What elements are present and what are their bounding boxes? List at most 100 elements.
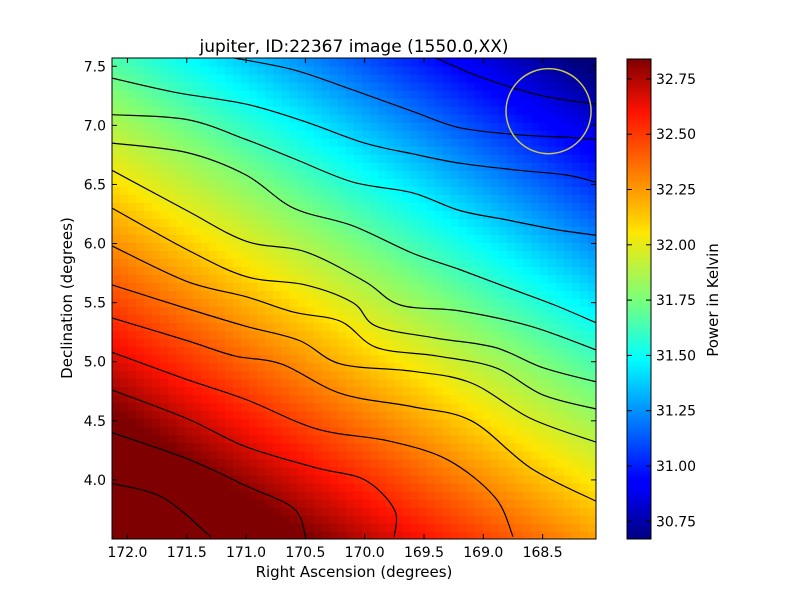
heatmap-cell <box>128 234 137 243</box>
heatmap-cell <box>555 106 565 115</box>
heatmap-cell <box>208 274 218 284</box>
heatmap-cell <box>515 90 524 99</box>
heatmap-cell <box>136 370 145 380</box>
heatmap-cell <box>216 162 226 171</box>
heatmap-cell <box>257 210 266 219</box>
heatmap-cell <box>120 450 129 460</box>
heatmap-cell <box>499 82 508 91</box>
heatmap-cell <box>241 202 250 211</box>
heatmap-cell <box>523 90 533 99</box>
heatmap-cell <box>491 498 500 508</box>
heatmap-cell <box>289 234 299 243</box>
heatmap-cell <box>160 114 170 123</box>
heatmap-cell <box>587 338 596 348</box>
heatmap-cell <box>176 258 186 268</box>
heatmap-cell <box>386 530 395 539</box>
heatmap-cell <box>273 266 282 276</box>
heatmap-cell <box>216 474 226 484</box>
heatmap-cell <box>458 418 468 428</box>
heatmap-cell <box>241 82 250 91</box>
heatmap-cell <box>466 530 476 539</box>
heatmap-cell <box>547 466 557 476</box>
heatmap-cell <box>257 482 266 492</box>
heatmap-cell <box>128 66 137 75</box>
heatmap-cell <box>402 306 412 316</box>
heatmap-cell <box>483 58 492 67</box>
heatmap-cell <box>184 506 194 516</box>
heatmap-cell <box>184 394 194 404</box>
heatmap-cell <box>265 242 274 251</box>
heatmap-cell <box>362 426 371 436</box>
heatmap-cell <box>273 418 282 428</box>
heatmap-cell <box>329 90 339 99</box>
heatmap-cell <box>176 234 186 243</box>
heatmap-cell <box>515 282 524 292</box>
heatmap-cell <box>418 282 428 292</box>
heatmap-cell <box>329 66 339 75</box>
heatmap-cell <box>499 66 508 75</box>
heatmap-cell <box>289 338 299 348</box>
heatmap-cell <box>442 90 452 99</box>
heatmap-cell <box>241 434 250 444</box>
heatmap-cell <box>297 338 307 348</box>
heatmap-cell <box>249 146 258 155</box>
heatmap-cell <box>587 82 596 91</box>
heatmap-cell <box>273 146 282 155</box>
heatmap-cell <box>337 274 347 284</box>
heatmap-cell <box>491 378 500 388</box>
heatmap-cell <box>168 194 178 203</box>
heatmap-cell <box>249 474 258 484</box>
heatmap-cell <box>354 418 363 428</box>
heatmap-cell <box>531 218 541 227</box>
heatmap-cell <box>394 314 403 324</box>
heatmap-cell <box>587 394 596 404</box>
heatmap-cell <box>555 122 565 131</box>
heatmap-cell <box>208 322 218 332</box>
heatmap-cell <box>144 226 153 235</box>
heatmap-cell <box>458 130 468 139</box>
heatmap-cell <box>491 386 500 396</box>
heatmap-cell <box>466 490 476 500</box>
heatmap-cell <box>587 474 596 484</box>
heatmap-cell <box>523 298 533 308</box>
heatmap-cell <box>547 322 557 332</box>
heatmap-cell <box>563 466 573 476</box>
heatmap-cell <box>297 178 307 187</box>
heatmap-cell <box>555 418 565 428</box>
heatmap-cell <box>233 282 242 292</box>
heatmap-cell <box>281 226 291 235</box>
heatmap-cell <box>144 498 153 508</box>
heatmap-cell <box>192 450 202 460</box>
heatmap-cell <box>192 258 202 268</box>
heatmap-cell <box>354 170 363 179</box>
heatmap-cell <box>466 82 476 91</box>
heatmap-cell <box>200 410 210 420</box>
heatmap-cell <box>249 338 258 348</box>
heatmap-cell <box>120 458 129 468</box>
heatmap-cell <box>418 114 428 123</box>
heatmap-cell <box>233 418 242 428</box>
heatmap-cell <box>418 298 428 308</box>
heatmap-cell <box>563 290 573 300</box>
heatmap-cell <box>442 114 452 123</box>
heatmap-cell <box>160 362 170 372</box>
heatmap-cell <box>233 186 242 195</box>
heatmap-cell <box>345 226 355 235</box>
heatmap-cell <box>192 354 202 364</box>
heatmap-cell <box>200 130 210 139</box>
heatmap-cell <box>337 146 347 155</box>
heatmap-cell <box>370 434 379 444</box>
heatmap-cell <box>176 490 186 500</box>
heatmap-cell <box>184 74 194 83</box>
heatmap-cell <box>507 146 516 155</box>
heatmap-cell <box>418 386 428 396</box>
heatmap-cell <box>362 458 371 468</box>
heatmap-cell <box>491 298 500 308</box>
heatmap-cell <box>233 178 242 187</box>
heatmap-cell <box>297 154 307 163</box>
heatmap-cell <box>297 490 307 500</box>
heatmap-cell <box>160 386 170 396</box>
heatmap-cell <box>329 194 339 203</box>
heatmap-cell <box>176 178 186 187</box>
heatmap-cell <box>216 394 226 404</box>
